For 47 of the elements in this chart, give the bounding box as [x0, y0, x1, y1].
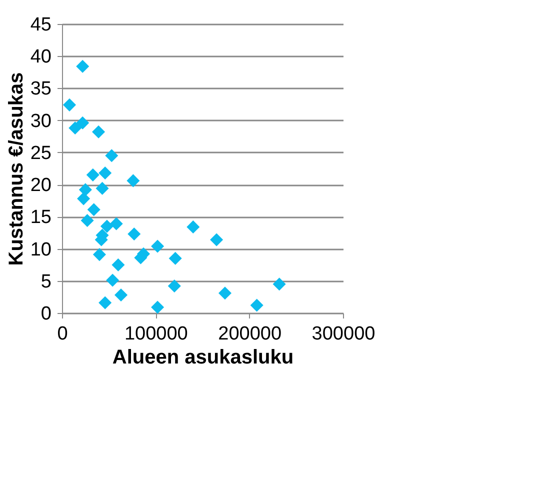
point [92, 248, 106, 262]
y-axis-title: Kustannus €/asukas [5, 72, 28, 266]
point [96, 182, 109, 195]
point [78, 183, 92, 196]
y-tick-label: 0 [40, 304, 52, 324]
point [210, 233, 224, 246]
y-tick-label: 45 [30, 14, 52, 36]
point [128, 227, 141, 241]
y-tick-label: 35 [30, 78, 52, 100]
point [80, 214, 94, 228]
point [151, 300, 164, 314]
point [98, 296, 112, 310]
point [112, 258, 125, 272]
y-tick-label: 20 [30, 175, 52, 196]
x-tick-label: 100000 [124, 324, 188, 344]
point [168, 252, 182, 265]
point [87, 203, 100, 216]
point [186, 220, 200, 234]
x-tick-label: 0 [57, 324, 68, 344]
x-tick-label: 300000 [312, 324, 376, 344]
point [62, 98, 76, 112]
point [68, 122, 82, 135]
point [76, 60, 90, 73]
point [250, 298, 264, 312]
point [86, 168, 100, 182]
point [105, 149, 118, 162]
point [168, 280, 181, 293]
y-tick-label: 30 [30, 110, 52, 132]
point [114, 288, 128, 302]
x-tick-label: 200000 [218, 324, 282, 344]
point [76, 116, 90, 130]
point [218, 286, 232, 300]
point [100, 220, 114, 233]
y-tick-label: 40 [30, 46, 52, 68]
point [151, 240, 164, 253]
x-axis-title: Alueen asukasluku [112, 346, 294, 368]
point [98, 166, 112, 180]
point [92, 125, 106, 138]
point [272, 278, 286, 291]
y-tick-label: 10 [30, 239, 52, 260]
point [126, 174, 140, 188]
y-tick-label: 15 [30, 207, 52, 228]
y-tick-label: 25 [30, 142, 52, 164]
point [110, 217, 123, 230]
y-tick-label: 5 [40, 271, 52, 292]
point [77, 192, 90, 206]
point [106, 274, 120, 287]
